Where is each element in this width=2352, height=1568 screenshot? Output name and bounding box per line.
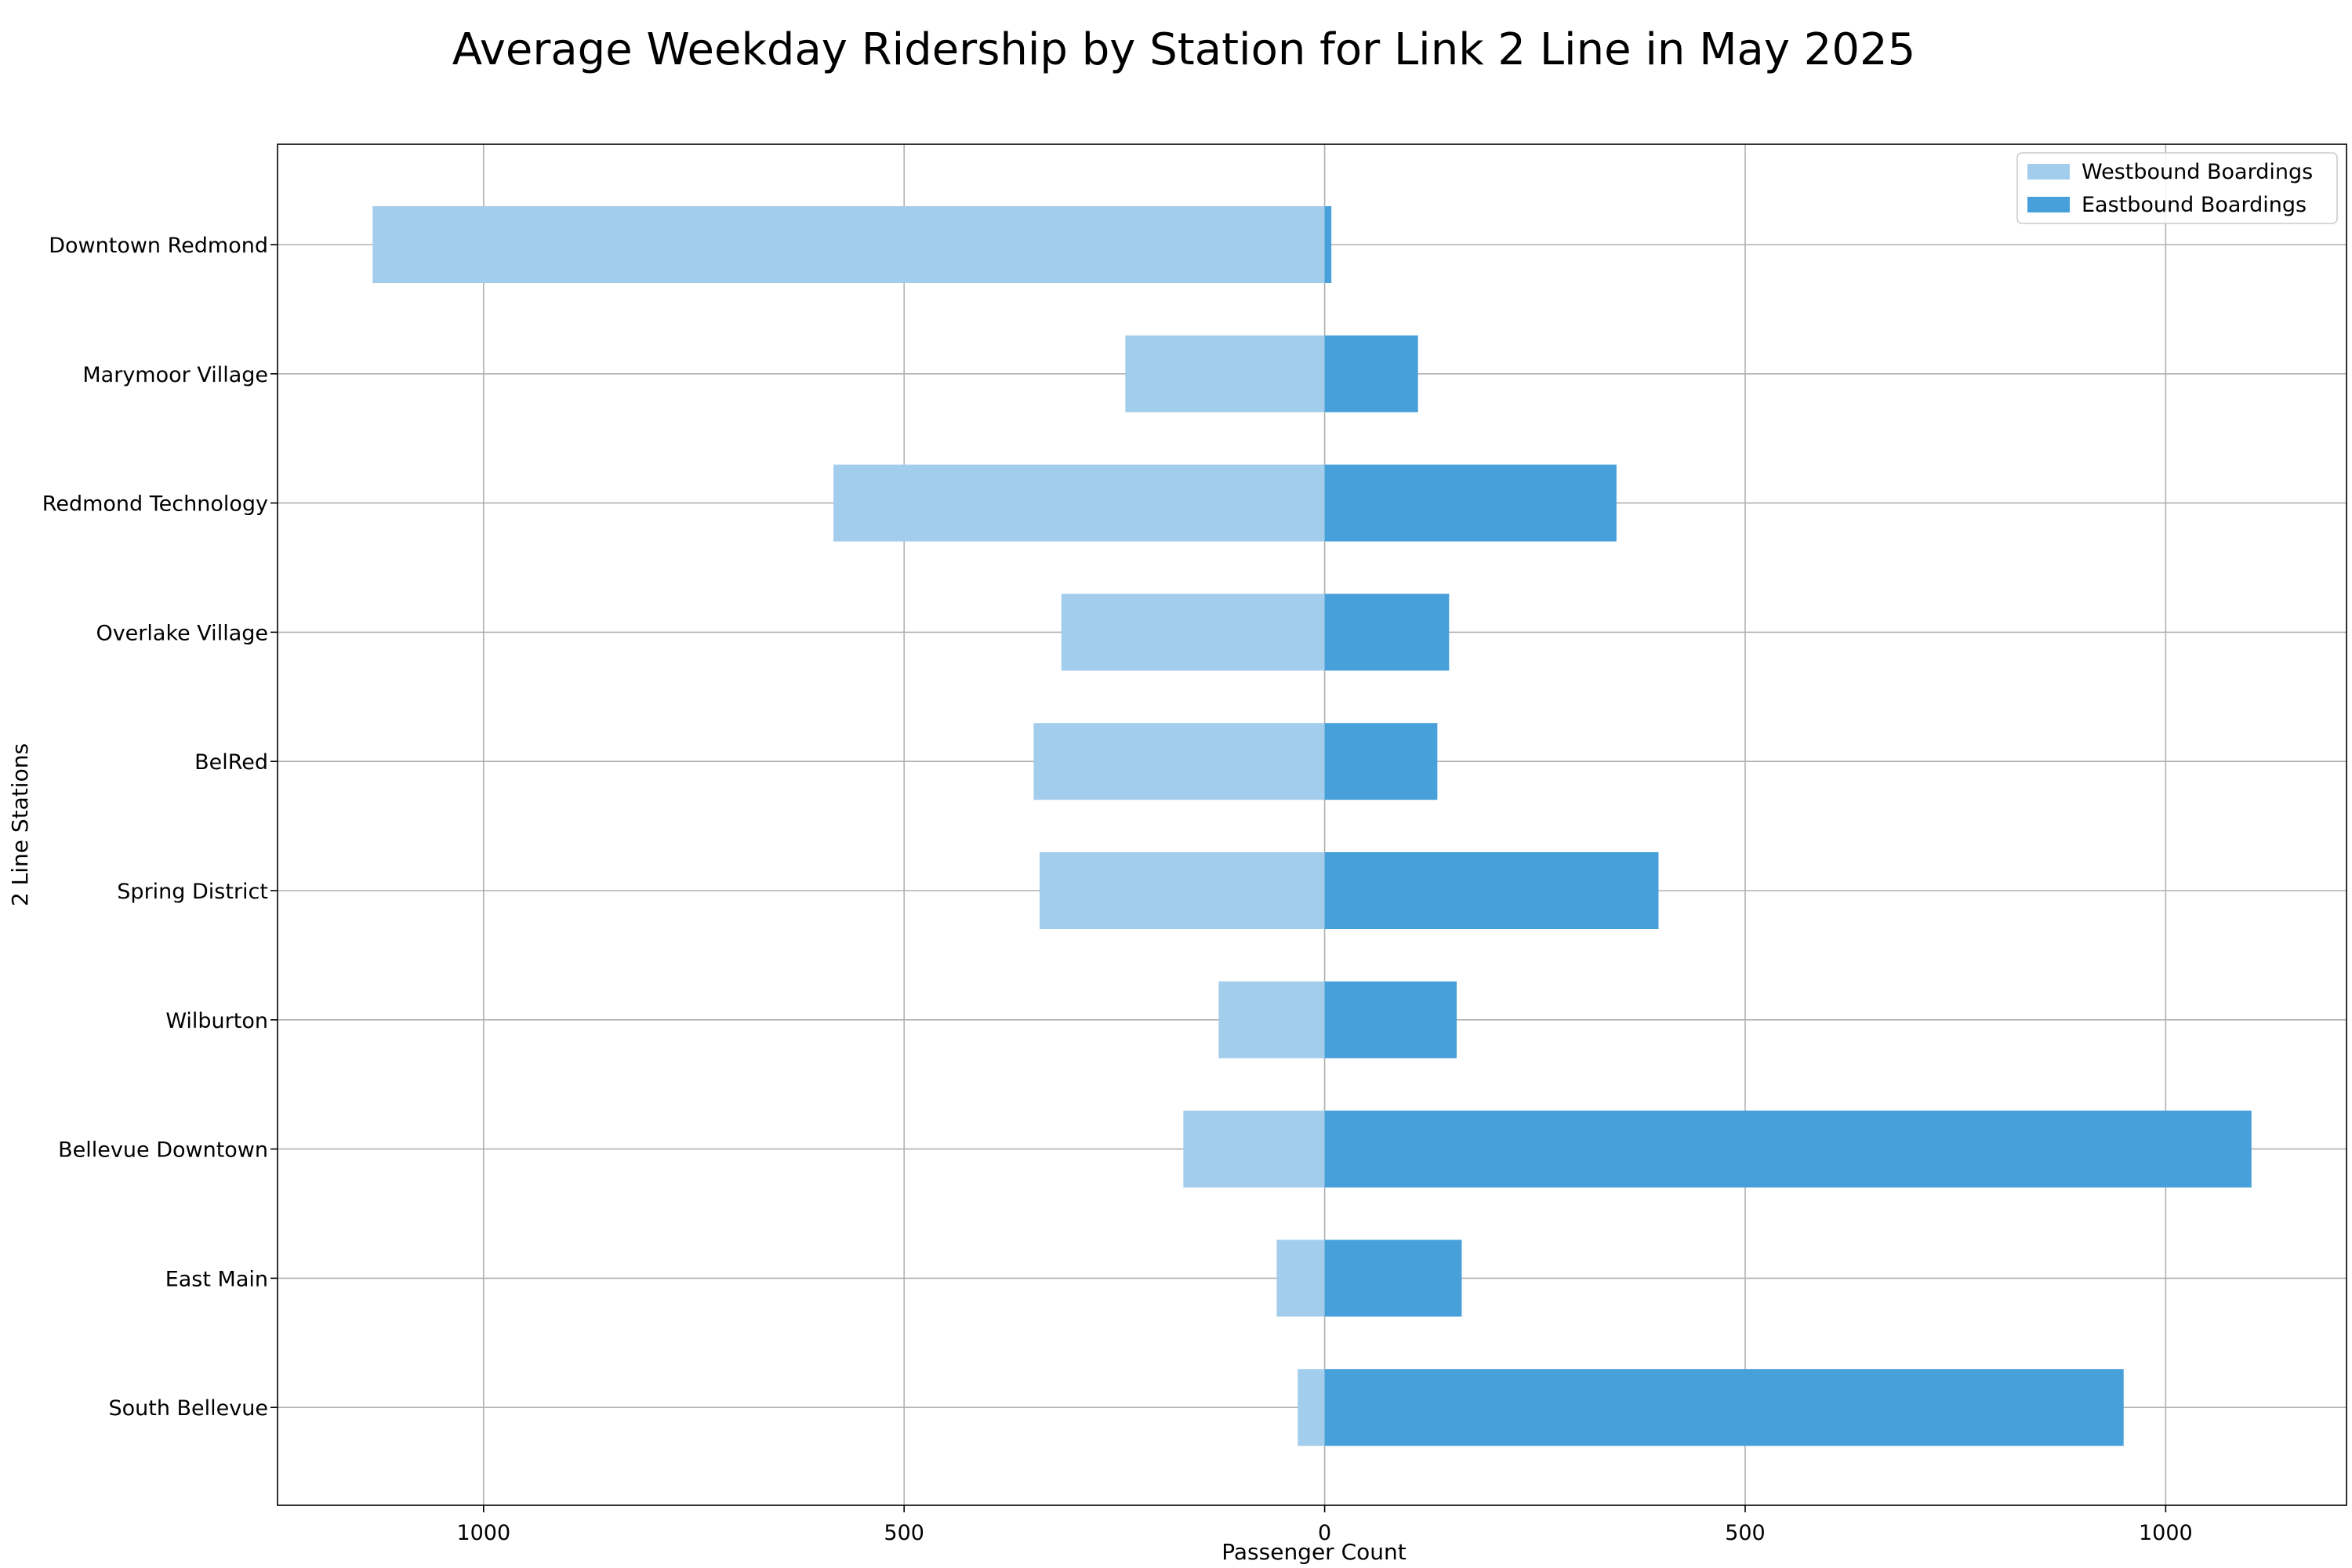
y-axis-label: 2 Line Stations	[7, 743, 33, 906]
plot-frame	[277, 143, 2347, 1506]
eastbound-bar	[1324, 464, 1617, 542]
station-label: BelRed	[194, 750, 268, 775]
station-label: Overlake Village	[96, 621, 268, 645]
station-label: South Bellevue	[108, 1396, 268, 1421]
x-tick-label: 1000	[2139, 1521, 2193, 1545]
legend: Westbound Boardings Eastbound Boardings	[2016, 152, 2338, 224]
eastbound-bar	[1324, 1369, 2124, 1446]
station-label: Spring District	[117, 880, 268, 904]
x-tick-label: 0	[1318, 1521, 1331, 1545]
station-label: Bellevue Downtown	[58, 1138, 268, 1163]
bars	[372, 206, 2252, 1446]
westbound-bar	[833, 464, 1325, 542]
eastbound-bar	[1324, 206, 1332, 283]
westbound-bar	[1125, 335, 1325, 412]
legend-entry-label: Westbound Boardings	[2082, 160, 2313, 184]
axis-ticks: 1000 500 0 500 1000 Downtown Redmond Marymoor …	[42, 234, 2193, 1545]
x-tick-label: 500	[1725, 1521, 1766, 1545]
station-label: East Main	[165, 1267, 268, 1291]
legend-swatch	[2027, 197, 2070, 212]
westbound-bar	[1276, 1240, 1325, 1317]
eastbound-bar	[1324, 852, 1659, 929]
westbound-bar	[1039, 852, 1325, 929]
westbound-bar	[1061, 593, 1325, 671]
westbound-bar	[1183, 1110, 1325, 1188]
x-axis-label: Passenger Count	[1221, 1539, 1406, 1565]
station-label: Marymoor Village	[82, 363, 268, 387]
station-label: Redmond Technology	[42, 492, 268, 517]
station-label: Wilburton	[165, 1009, 268, 1033]
westbound-bar	[372, 206, 1325, 283]
legend-swatch	[2027, 164, 2070, 180]
x-tick-label: 500	[884, 1521, 924, 1545]
westbound-bar	[1218, 981, 1325, 1058]
legend-entry-label: Eastbound Boardings	[2082, 193, 2307, 217]
station-label: Downtown Redmond	[49, 234, 268, 258]
chart-title: Average Weekday Ridership by Station for…	[452, 24, 1916, 75]
x-tick-label: 1000	[456, 1521, 510, 1545]
eastbound-bar	[1324, 1240, 1462, 1317]
eastbound-bar	[1324, 335, 1418, 412]
westbound-bar	[1298, 1369, 1325, 1446]
eastbound-bar	[1324, 981, 1457, 1058]
westbound-bar	[1033, 723, 1325, 800]
eastbound-bar	[1324, 723, 1438, 800]
legend-box	[2016, 152, 2338, 224]
eastbound-bar	[1324, 1110, 2252, 1188]
eastbound-bar	[1324, 593, 1450, 671]
